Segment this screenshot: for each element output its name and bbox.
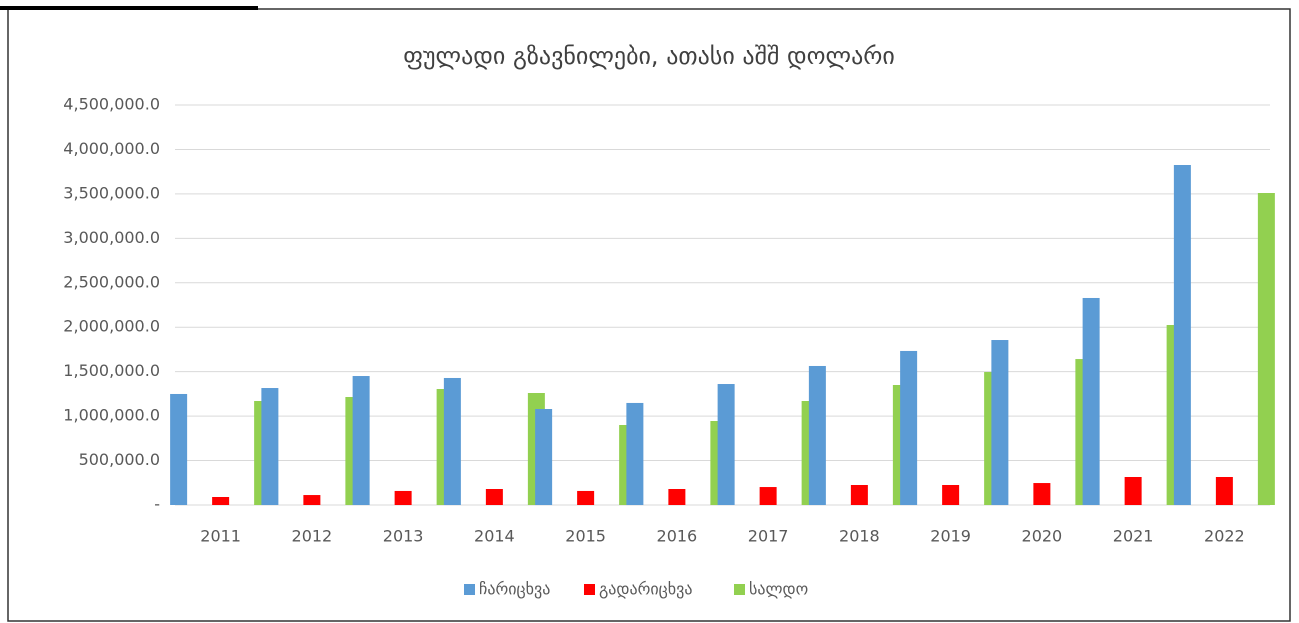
chart-title: ფულადი გზავნილები, ათასი აშშ დოლარი: [403, 42, 895, 70]
bar: [717, 384, 735, 505]
bar: [535, 409, 553, 505]
x-tick-label: 2018: [839, 527, 880, 546]
bar: [1257, 193, 1275, 505]
x-tick-label: 2022: [1204, 527, 1245, 546]
y-tick-label: 2,500,000.0: [63, 272, 160, 291]
x-tick-label: 2021: [1113, 527, 1154, 546]
bar: [1033, 483, 1051, 505]
bar: [303, 495, 321, 505]
bar: [942, 485, 960, 505]
legend-swatch: [734, 584, 745, 595]
bar: [1082, 297, 1100, 505]
bar: [808, 365, 826, 505]
chart-frame: [7, 8, 1291, 622]
bar: [991, 340, 1009, 505]
y-tick-label: 3,000,000.0: [63, 228, 160, 247]
bar: [352, 376, 370, 505]
bar: [1124, 477, 1142, 505]
x-tick-label: 2012: [292, 527, 333, 546]
bar: [170, 393, 188, 505]
legend-label: გადარიცხვა: [599, 580, 692, 599]
bar: [759, 487, 777, 505]
y-tick-label: 2,000,000.0: [63, 317, 160, 336]
bar: [261, 388, 279, 505]
legend-label: სალდო: [749, 580, 808, 599]
legend-label: ჩარიცხვა: [479, 580, 550, 599]
bar: [1173, 165, 1191, 505]
bar: [668, 489, 686, 505]
x-tick-label: 2017: [748, 527, 789, 546]
x-tick-label: 2011: [200, 527, 241, 546]
y-tick-label: 4,500,000.0: [63, 95, 160, 114]
bar: [850, 485, 868, 505]
y-tick-label: 4,000,000.0: [63, 139, 160, 158]
y-tick-label: 500,000.0: [79, 450, 160, 469]
x-tick-label: 2015: [565, 527, 606, 546]
top-bar: [0, 6, 258, 10]
bar: [212, 497, 230, 505]
bar: [626, 402, 644, 505]
bar: [485, 489, 503, 505]
bar: [1215, 477, 1233, 505]
bar: [900, 350, 918, 505]
legend-swatch: [464, 584, 475, 595]
legend-swatch: [584, 584, 595, 595]
y-tick-label: 1,000,000.0: [63, 406, 160, 425]
x-tick-label: 2019: [930, 527, 971, 546]
x-tick-label: 2020: [1022, 527, 1063, 546]
x-tick-label: 2014: [474, 527, 515, 546]
x-tick-label: 2016: [657, 527, 698, 546]
bar: [394, 490, 412, 505]
bar: [443, 377, 461, 505]
y-tick-label: -: [154, 495, 160, 514]
bar: [577, 490, 595, 505]
x-tick-label: 2013: [383, 527, 424, 546]
y-tick-label: 3,500,000.0: [63, 183, 160, 202]
y-tick-label: 1,500,000.0: [63, 361, 160, 380]
